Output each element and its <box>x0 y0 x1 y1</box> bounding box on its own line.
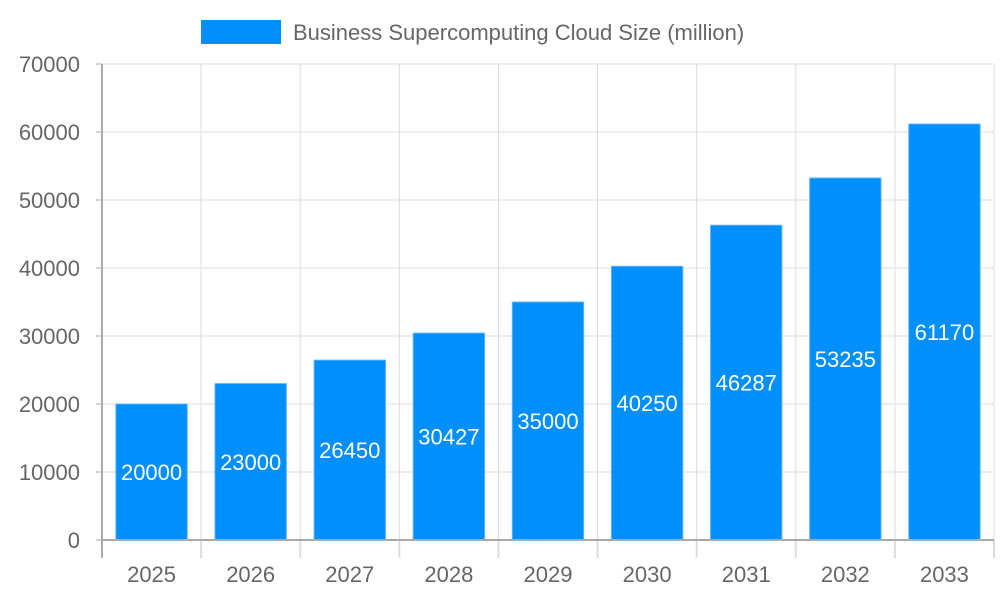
data-label: 46287 <box>716 371 777 396</box>
data-label: 20000 <box>121 460 182 485</box>
data-label: 23000 <box>220 450 281 475</box>
x-tick-label: 2032 <box>821 562 870 587</box>
x-tick-label: 2033 <box>920 562 969 587</box>
bars: 20000 23000 26450 30427 35000 40250 46287 53235… <box>115 123 981 541</box>
data-label: 53235 <box>815 347 876 372</box>
bar <box>115 403 188 541</box>
x-tick-label: 2026 <box>226 562 275 587</box>
y-tick-label: 30000 <box>19 324 80 349</box>
x-tick-label: 2028 <box>424 562 473 587</box>
y-tick-label: 60000 <box>19 120 80 145</box>
legend[interactable]: Business Supercomputing Cloud Size (mill… <box>201 20 744 45</box>
y-tick-label: 10000 <box>19 460 80 485</box>
x-tick-label: 2030 <box>623 562 672 587</box>
y-tick-label: 50000 <box>19 188 80 213</box>
x-tick-label: 2029 <box>524 562 573 587</box>
data-label: 30427 <box>418 425 479 450</box>
x-tick-label: 2027 <box>325 562 374 587</box>
y-tick-label: 70000 <box>19 52 80 77</box>
bar <box>610 265 684 541</box>
y-tick-label: 20000 <box>19 392 80 417</box>
legend-label: Business Supercomputing Cloud Size (mill… <box>293 20 744 45</box>
x-tick-label: 2025 <box>127 562 176 587</box>
data-label: 61170 <box>915 320 975 345</box>
y-tick-label: 40000 <box>19 256 80 281</box>
axes: 0 10000 20000 30000 40000 50000 60000 70000 2025… <box>19 52 995 587</box>
bar <box>908 123 981 541</box>
legend-swatch <box>201 20 281 44</box>
x-tick-label: 2031 <box>722 562 771 587</box>
bar <box>511 301 585 541</box>
grid <box>102 63 995 540</box>
data-label: 35000 <box>517 409 578 434</box>
data-label: 26450 <box>319 438 380 463</box>
data-label: 40250 <box>617 391 678 416</box>
bar <box>412 332 486 541</box>
y-tick-label: 0 <box>68 528 80 553</box>
bar <box>710 224 783 541</box>
